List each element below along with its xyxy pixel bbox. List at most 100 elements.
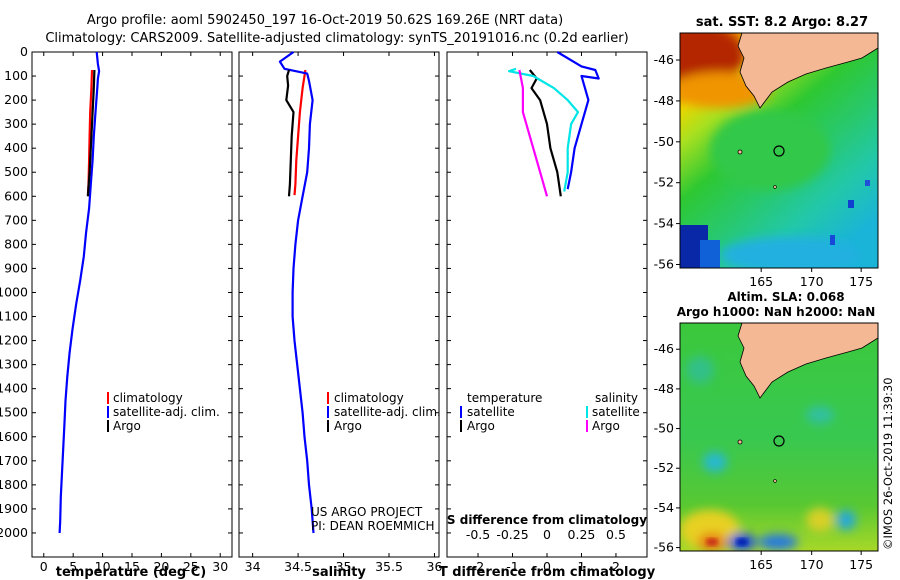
depth-tick-label: 900	[4, 260, 28, 275]
temperature-legend: climatology satellite-adj. clim. Argo	[107, 391, 220, 433]
legend-title-salinity: salinity	[595, 391, 638, 405]
legend-label-satellite: satellite-adj. clim.	[334, 405, 441, 419]
sla-map-frame	[679, 322, 879, 552]
sla-blue-core	[736, 538, 748, 546]
depth-tick-label: 2000	[0, 525, 28, 540]
small-island	[737, 439, 743, 445]
depth-tick-label: 1500	[0, 405, 28, 420]
sst-lon-label: 170	[800, 274, 824, 289]
panel-salinity: 34 34.5 35 35.5 36	[238, 51, 443, 574]
depth-tick-label: 1100	[0, 309, 28, 324]
sst-green-blob	[710, 110, 830, 190]
legend-label-satellite: satellite-adj. clim.	[113, 405, 220, 419]
difference-xtick-label: 2	[612, 559, 620, 574]
depth-tick-label: 1700	[0, 453, 28, 468]
salinity-xtick-label: 35.5	[375, 559, 403, 574]
small-island	[773, 185, 777, 189]
temperature-xtick-label: 15	[124, 559, 140, 574]
salinity-difference-tick-label: 0.5	[606, 527, 626, 542]
sla-lat-label: -48	[654, 381, 674, 396]
sst-cyan-blob	[720, 237, 860, 268]
sst-cloud-pixel	[865, 180, 870, 186]
sla-cyan-eddy	[686, 356, 714, 384]
legend-label-temperature-argo: Argo	[467, 419, 495, 433]
sla-blue-eddy	[758, 534, 798, 550]
depth-tick-label: 800	[4, 236, 28, 251]
salinity-difference-axis-label: S difference from climatology	[447, 513, 647, 527]
salinity-difference-tick-label: -0.25	[496, 527, 528, 542]
sst-map-title: sat. SST: 8.2 Argo: 8.27	[696, 15, 868, 30]
difference-legend: temperature salinity satellite Argo sate…	[447, 391, 647, 527]
sla-map-title: Altim. SLA: 0.068	[727, 290, 844, 304]
sst-warm-blob	[680, 33, 745, 85]
temperature-xtick-label: 5	[69, 559, 77, 574]
depth-tick-label: 400	[4, 140, 28, 155]
temperature-series-satellite-adj-clim-	[58, 51, 101, 534]
salinity-series-climatology	[293, 69, 307, 196]
imos-footer: ©IMOS 26-Oct-2019 11:39:30	[881, 377, 895, 550]
salinity-difference-tick-label: 0.25	[568, 527, 596, 542]
difference-xtick-label: 1	[578, 559, 586, 574]
sla-lon-label: 170	[800, 557, 824, 572]
sst-lat-label: -46	[654, 52, 674, 67]
temperature-xtick-label: 20	[153, 559, 169, 574]
depth-tick-label: 0	[20, 44, 28, 59]
sla-lat-label: -54	[654, 500, 674, 515]
legend-label-climatology: climatology	[334, 391, 404, 405]
sst-map-frame	[679, 32, 879, 269]
depth-tick-label: 1000	[0, 284, 28, 299]
panel-differences: -2 -1 0 1 2 -0.5 -0.25 0 0.25 0.5	[446, 51, 648, 574]
legend-label-argo: Argo	[113, 419, 141, 433]
difference-xtick-label: 0	[543, 559, 551, 574]
sla-map-subtitle: Argo h1000: NaN h2000: NaN	[677, 305, 876, 319]
sla-lat-label: -56	[654, 540, 674, 555]
sla-lat-label: -52	[654, 460, 674, 475]
float-position-marker	[773, 145, 785, 157]
difference-series-salinity-argo	[518, 69, 549, 197]
temperature-xtick-label: 10	[95, 559, 111, 574]
difference-series-temperature-argo	[528, 69, 562, 197]
salinity-xtick-label: 35	[336, 559, 352, 574]
annotation-pi: PI: DEAN ROEMMICH	[311, 519, 434, 533]
depth-tick-label: 1200	[0, 333, 28, 348]
sst-lat-label: -52	[654, 175, 674, 190]
legend-title-temperature: temperature	[467, 391, 542, 405]
difference-xtick-label: -1	[506, 559, 518, 574]
depth-tick-label: 500	[4, 164, 28, 179]
figure-title-line1: Argo profile: aoml 5902450_197 16-Oct-20…	[87, 13, 563, 28]
sla-lon-label: 165	[749, 557, 773, 572]
land-mass	[737, 33, 878, 109]
sst-cold-patch-edge	[700, 240, 720, 268]
temperature-series-argo	[86, 69, 96, 197]
sla-map: Altim. SLA: 0.068 Argo h1000: NaN h2000:…	[654, 290, 879, 572]
salinity-xtick-label: 34	[245, 559, 261, 574]
legend-label-temperature-satellite: satellite	[467, 405, 515, 419]
sla-yellow-blob	[806, 508, 834, 532]
sla-cyan-eddy	[836, 510, 856, 530]
small-island	[773, 479, 777, 483]
depth-tick-label: 1300	[0, 357, 28, 372]
legend-label-argo: Argo	[334, 419, 362, 433]
legend-label-climatology: climatology	[113, 391, 183, 405]
sla-lat-label: -50	[654, 421, 674, 436]
salinity-axis-label: salinity	[312, 565, 366, 580]
difference-axis-label: T difference from climatology	[439, 565, 656, 580]
legend-label-salinity-satellite: satellite	[592, 405, 640, 419]
sla-cyan-eddy	[703, 452, 727, 472]
sla-red-core	[706, 538, 718, 546]
sst-lat-label: -56	[654, 256, 674, 271]
sla-lon-label: 175	[849, 557, 873, 572]
salinity-difference-tick-label: -0.5	[466, 527, 490, 542]
float-position-marker	[773, 435, 785, 447]
depth-tick-label: 1900	[0, 501, 28, 516]
annotation-us-argo-project: US ARGO PROJECT	[311, 505, 423, 519]
salinity-difference-tick-label: 0	[543, 527, 551, 542]
temperature-axis-label: temperature (deg C)	[56, 565, 206, 580]
sla-cyan-eddy	[806, 406, 834, 424]
sst-lat-label: -54	[654, 216, 674, 231]
depth-tick-label: 1600	[0, 429, 28, 444]
salinity-xtick-label: 36	[427, 559, 443, 574]
difference-xtick-label: -2	[472, 559, 484, 574]
sst-cloud-pixel	[830, 235, 835, 245]
